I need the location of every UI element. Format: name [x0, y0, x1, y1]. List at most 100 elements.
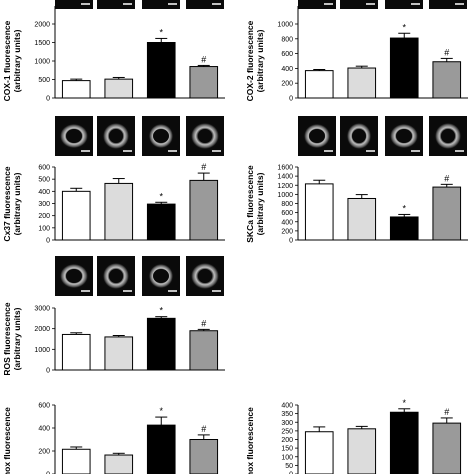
micrograph-thumbnail — [97, 256, 135, 296]
micrograph-thumbnail — [97, 116, 135, 156]
micrograph-thumbnail — [429, 116, 467, 156]
significance-label: * — [402, 203, 406, 213]
y-tick-label: 0 — [46, 472, 50, 474]
y-tick-label: 500 — [38, 177, 50, 184]
y-tick-label: 500 — [38, 77, 50, 84]
chart-skca: 0 200 400 600 800 1000 1200 1400 1600 SKCa fluore… — [245, 165, 468, 245]
y-tick-label: 1000 — [277, 192, 293, 199]
bar — [389, 37, 419, 99]
y-tick-label: 3000 — [34, 306, 50, 313]
y-tick-label: 350 — [281, 411, 293, 418]
bar — [347, 67, 377, 99]
y-tick-label: 200 — [281, 81, 293, 88]
vessel-lumen — [198, 269, 212, 283]
y-tick-label: 400 — [281, 403, 293, 410]
y-tick-label: 0 — [46, 96, 50, 103]
bar — [304, 183, 334, 241]
micrograph-thumbnail — [142, 0, 180, 9]
vessel-lumen — [309, 129, 325, 143]
y-axis-label-line: (arbitrary units) — [255, 29, 265, 92]
y-tick-label: 400 — [281, 66, 293, 73]
y-axis-label: COX-2 fluorescence(arbitrary units) — [245, 20, 265, 101]
bar — [104, 182, 134, 241]
y-tick-label: 0 — [289, 96, 293, 103]
y-tick-label: 2000 — [34, 22, 50, 29]
bar — [146, 317, 176, 371]
micrograph-thumbnail — [340, 116, 378, 156]
y-tick-label: 400 — [38, 189, 50, 196]
y-tick-label: 600 — [281, 51, 293, 58]
bar — [389, 411, 419, 474]
y-tick-label: 1600 — [277, 165, 293, 172]
bar — [104, 336, 134, 371]
y-axis-label-line: COX-2 fluorescence — [245, 20, 255, 101]
micrograph-background — [429, 0, 467, 9]
y-tick-label: 250 — [281, 428, 293, 435]
bar — [304, 431, 334, 474]
y-tick-label: 0 — [46, 238, 50, 245]
bar — [389, 216, 419, 241]
micrograph-thumbnail — [298, 116, 336, 156]
micrograph-thumbnail — [55, 0, 93, 9]
y-tick-label: 1000 — [34, 347, 50, 354]
significance-label: # — [201, 318, 206, 328]
bar — [347, 428, 377, 474]
chart-p22: 0 200 400 600 p22phox fluorescence * # — [2, 403, 219, 474]
micrograph-thumbnail — [55, 256, 93, 296]
chart-cox2: 0 200 400 600 800 1000 COX-2 fluorescence(arbi… — [245, 6, 468, 103]
chart-cox1: 0 500 1000 1500 2000 COX-1 fluorescence(arbit… — [2, 6, 225, 103]
micrograph-background — [186, 0, 224, 9]
y-tick-label: 100 — [38, 225, 50, 232]
y-tick-label: 400 — [281, 219, 293, 226]
vessel-lumen — [109, 269, 123, 283]
y-tick-label: 1400 — [277, 174, 293, 181]
micrograph-thumbnail — [429, 0, 467, 9]
y-axis-label-line: COX-1 fluorescence — [2, 20, 12, 101]
y-tick-label: 600 — [38, 403, 50, 410]
micrograph-thumbnail — [385, 0, 423, 9]
micrograph-background — [142, 0, 180, 9]
micrograph-thumbnail — [186, 0, 224, 9]
micrograph-thumbnail — [298, 0, 336, 9]
significance-label: # — [201, 54, 206, 64]
y-axis-label: p22phox fluorescence — [2, 407, 12, 474]
y-tick-label: 800 — [281, 36, 293, 43]
bar — [189, 439, 219, 474]
y-axis-label-line: (arbitrary units) — [12, 307, 22, 370]
y-tick-label: 50 — [285, 463, 293, 470]
y-tick-label: 0 — [46, 368, 50, 375]
y-tick-label: 300 — [281, 420, 293, 427]
y-axis-label-line: ROS fluorescence — [2, 302, 12, 375]
micrograph-background — [298, 0, 336, 9]
y-axis-label-line: p22phox fluorescence — [2, 407, 12, 474]
vessel-lumen — [109, 129, 123, 143]
y-tick-label: 1200 — [277, 183, 293, 190]
y-tick-label: 1000 — [277, 22, 293, 29]
significance-label: * — [159, 27, 163, 37]
micrograph-thumbnail — [186, 116, 224, 156]
bar — [104, 78, 134, 99]
bar — [432, 61, 462, 99]
significance-label: * — [402, 22, 406, 32]
micrograph-background — [55, 0, 93, 9]
bar — [432, 186, 462, 241]
significance-label: # — [444, 407, 449, 417]
chart-ros: 0 1000 2000 3000 ROS fluorescence(arbitrary … — [2, 302, 225, 376]
bar — [146, 42, 176, 99]
micrograph-thumbnail — [142, 116, 180, 156]
vessel-lumen — [66, 129, 82, 143]
y-tick-label: 200 — [38, 449, 50, 456]
y-axis-label-line: (arbitrary units) — [12, 172, 22, 235]
bar — [104, 454, 134, 474]
vessel-lumen — [396, 129, 412, 143]
micrograph-thumbnail — [142, 256, 180, 296]
significance-label: * — [402, 398, 406, 408]
significance-label: * — [159, 406, 163, 416]
micrograph-thumbnail — [340, 0, 378, 9]
y-tick-label: 0 — [289, 472, 293, 474]
y-axis-label: SKCa fluorescence(arbitrary units) — [245, 165, 265, 243]
y-tick-label: 600 — [38, 165, 50, 172]
y-axis-label: Cx37 fluorescence(arbitrary units) — [2, 166, 22, 241]
y-axis-label-line: SKCa fluorescence — [245, 165, 255, 243]
micrograph-thumbnail — [385, 116, 423, 156]
